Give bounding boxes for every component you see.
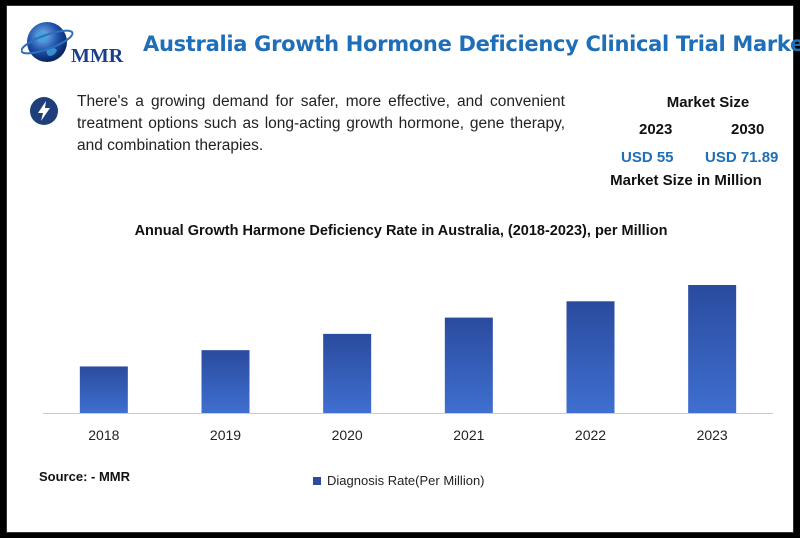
bar-2023: [688, 285, 737, 413]
x-tick-label: 2021: [453, 427, 484, 443]
infographic-frame: MMR Australia Growth Hormone Deficiency …: [6, 5, 800, 533]
market-size-year-end: 2030: [731, 121, 765, 138]
bar-2020: [323, 333, 372, 413]
market-size-value-start: USD 55: [621, 149, 674, 166]
legend-swatch: [313, 476, 321, 485]
chart-legend: Diagnosis Rate(Per Million): [313, 473, 485, 488]
bar-2019: [201, 350, 250, 413]
bar-2021: [444, 317, 493, 413]
mmr-logo: MMR: [21, 22, 124, 67]
x-tick-label: 2018: [88, 427, 119, 443]
bar-2022: [566, 301, 615, 413]
market-size-year-start: 2023: [639, 121, 673, 138]
legend-label: Diagnosis Rate(Per Million): [327, 473, 485, 488]
bar-chart: 2018 2019 2020 2021 2022 2023: [43, 285, 773, 443]
market-size-value-end: USD 71.89: [705, 149, 779, 166]
bar-2018: [79, 366, 128, 413]
x-tick-label: 2022: [575, 427, 606, 443]
description-text: There's a growing demand for safer, more…: [77, 93, 565, 154]
source-label: Source: - MMR: [39, 469, 130, 484]
logo-text: MMR: [71, 45, 124, 67]
globe-icon: [21, 22, 74, 62]
market-size-heading: Market Size: [666, 94, 750, 111]
page-title: Australia Growth Hormone Deficiency Clin…: [143, 32, 800, 56]
x-tick-label: 2023: [697, 427, 728, 443]
x-tick-label: 2020: [332, 427, 363, 443]
lightning-bolt-icon: [30, 97, 58, 125]
chart-title: Annual Growth Harmone Deficiency Rate in…: [134, 223, 668, 239]
market-size-footer: Market Size in Million: [610, 172, 762, 189]
x-tick-label: 2019: [210, 427, 241, 443]
